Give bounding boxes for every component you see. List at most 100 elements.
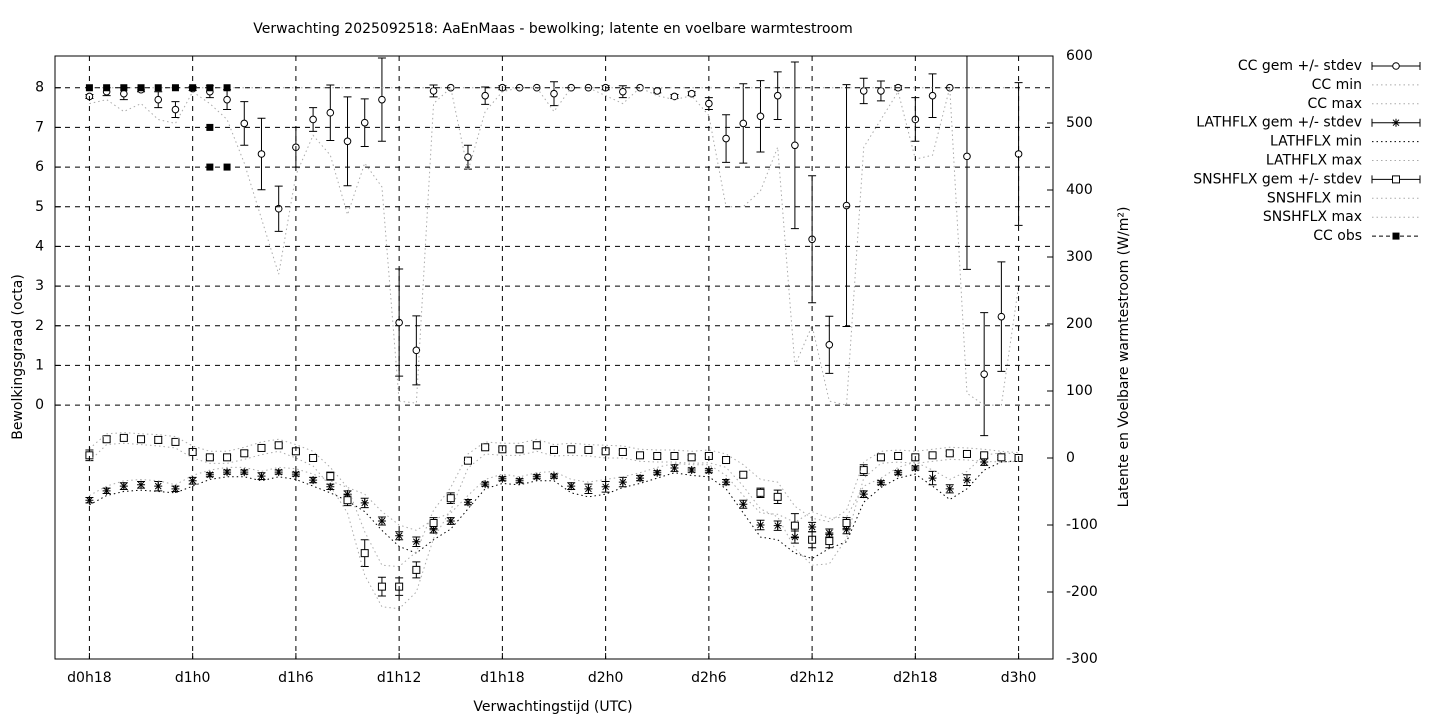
point: [859, 490, 868, 499]
point: [980, 451, 989, 460]
point: [102, 435, 111, 444]
point: [119, 433, 128, 442]
point: [876, 453, 885, 462]
point: [171, 105, 180, 114]
point: [687, 466, 696, 475]
point: [756, 488, 765, 497]
point: [945, 484, 954, 493]
point: [274, 441, 283, 450]
x-tick-label: d0h18: [67, 670, 111, 686]
series-line: [89, 460, 1019, 560]
point: [240, 449, 249, 458]
point: [670, 464, 679, 473]
point: [429, 525, 438, 534]
point: [154, 435, 163, 444]
point: [412, 537, 421, 546]
point: [928, 91, 937, 100]
point: [137, 480, 146, 489]
point: [137, 84, 145, 92]
point: [481, 91, 489, 100]
series-line: [89, 442, 1019, 610]
point: [962, 449, 971, 458]
x-tick-label: d1h0: [175, 670, 211, 686]
point: [842, 525, 851, 534]
point: [343, 496, 352, 505]
point: [842, 201, 851, 210]
y2-tick-label: -300: [1066, 651, 1098, 667]
legend-label: SNSHFLX min: [1267, 190, 1362, 206]
point: [756, 521, 765, 529]
point: [773, 521, 782, 530]
point: [842, 518, 851, 527]
point: [963, 152, 971, 161]
point: [412, 565, 421, 574]
point: [309, 115, 317, 124]
point: [120, 89, 128, 98]
point: [119, 482, 128, 491]
point: [687, 89, 696, 98]
point: [412, 346, 421, 355]
point: [928, 451, 937, 460]
y-tick-label: 5: [35, 199, 44, 215]
y-axis-label: Bewolkingsgraad (octa): [10, 274, 26, 440]
point: [223, 453, 232, 462]
point: [515, 445, 524, 454]
point: [154, 95, 163, 104]
point: [980, 370, 988, 378]
point: [773, 91, 782, 100]
legend-label: CC min: [1312, 77, 1362, 93]
point: [756, 112, 765, 121]
point: [257, 443, 266, 452]
point: [154, 482, 163, 491]
point: [567, 445, 576, 454]
x-tick-label: d3h0: [1001, 670, 1037, 686]
point: [773, 492, 782, 501]
y2-tick-label: 100: [1066, 383, 1093, 399]
point: [291, 470, 300, 479]
point: [171, 484, 180, 493]
y-tick-label: 6: [35, 159, 44, 175]
legend-label: SNSHFLX max: [1263, 209, 1362, 225]
point: [515, 476, 524, 485]
y2-tick-label: 300: [1066, 249, 1093, 265]
plot-area: [85, 56, 1023, 610]
point: [739, 470, 748, 479]
y-tick-label: 4: [35, 238, 44, 254]
legend-marker: [1392, 118, 1400, 127]
series-line: [89, 452, 1019, 531]
y-tick-label: 0: [35, 397, 44, 413]
legend-marker: [1392, 232, 1400, 240]
x-tick-label: d1h18: [480, 670, 524, 686]
point: [446, 516, 455, 525]
point: [481, 480, 490, 489]
point: [102, 486, 111, 495]
point: [309, 454, 318, 462]
legend-label: LATHFLX min: [1270, 134, 1362, 150]
point: [722, 134, 730, 143]
point: [360, 118, 369, 127]
legend-label: LATHFLX max: [1266, 153, 1362, 169]
point: [739, 119, 748, 128]
y-tick-label: 7: [35, 119, 44, 135]
point: [463, 498, 472, 507]
x-tick-label: d2h6: [691, 670, 727, 686]
point: [928, 474, 937, 483]
y-tick-label: 3: [35, 278, 44, 294]
point: [550, 89, 558, 98]
point: [377, 582, 386, 591]
x-axis-label: Verwachtingstijd (UTC): [473, 699, 632, 715]
plot-frame: [54, 55, 1054, 660]
point: [567, 482, 576, 491]
point: [240, 468, 249, 477]
point: [962, 476, 971, 485]
point: [859, 87, 868, 95]
legend-label: CC max: [1307, 96, 1362, 112]
point: [653, 87, 662, 95]
point: [584, 484, 593, 493]
y2-tick-label: 0: [1066, 450, 1075, 466]
point: [619, 87, 627, 96]
point: [705, 99, 713, 108]
point: [791, 141, 799, 150]
y2-tick-label: -100: [1066, 517, 1098, 533]
point: [205, 470, 214, 479]
